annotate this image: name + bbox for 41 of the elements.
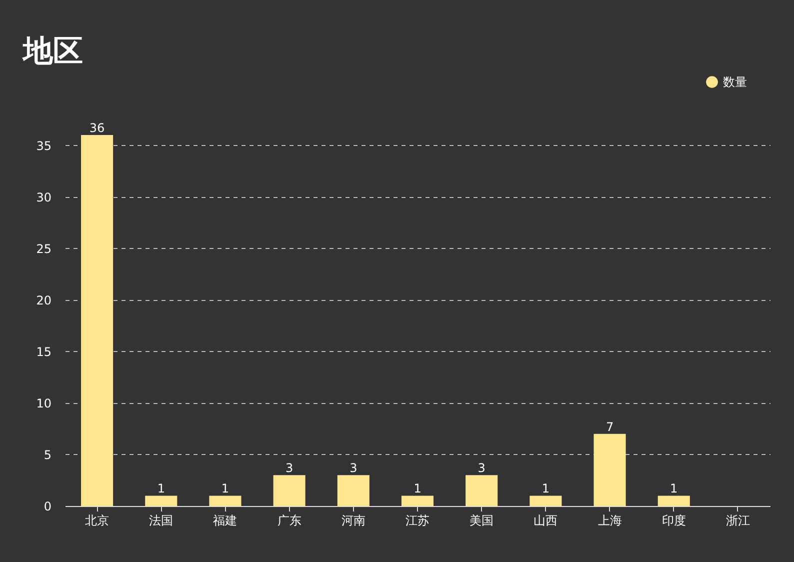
legend-label: 数量	[723, 75, 747, 89]
data-label: 1	[542, 482, 550, 496]
bar	[658, 496, 690, 506]
x-tick-label: 美国	[470, 514, 494, 528]
bar	[145, 496, 178, 506]
data-label: 36	[89, 121, 105, 135]
data-label: 3	[286, 461, 294, 476]
data-label: 1	[157, 482, 165, 496]
data-label: 1	[670, 482, 678, 496]
y-tick-label: 5	[44, 448, 52, 462]
y-tick-label: 35	[36, 138, 52, 153]
x-tick-label: 江苏	[406, 514, 430, 528]
y-tick-label: 30	[36, 190, 52, 204]
y-tick-label: 0	[44, 500, 52, 514]
x-tick-label: 浙江	[726, 514, 750, 528]
bar	[466, 475, 498, 506]
x-tick-label: 广东	[277, 514, 302, 528]
data-label: 7	[606, 420, 614, 434]
bar	[81, 135, 114, 506]
bar	[530, 496, 562, 506]
data-label: 3	[350, 461, 358, 476]
chart-title: 地区	[21, 34, 83, 69]
bar	[209, 496, 242, 506]
data-label: 3	[478, 461, 486, 476]
x-tick-label: 法国	[149, 514, 174, 528]
y-tick-label: 10	[36, 396, 52, 410]
bar	[337, 475, 370, 506]
y-tick-label: 25	[36, 242, 52, 256]
bar	[273, 475, 306, 506]
x-tick-label: 上海	[598, 514, 622, 528]
y-tick-label: 20	[36, 293, 52, 308]
x-tick-label: 福建	[213, 514, 238, 528]
bar	[594, 434, 626, 506]
y-tick-label: 15	[36, 344, 52, 359]
x-tick-label: 印度	[662, 514, 686, 528]
bar	[401, 496, 434, 506]
x-tick-label: 河南	[341, 514, 366, 528]
data-label: 1	[221, 482, 230, 496]
data-label: 1	[414, 482, 422, 496]
x-tick-label: 山西	[534, 514, 558, 528]
x-tick-label: 北京	[85, 514, 110, 528]
